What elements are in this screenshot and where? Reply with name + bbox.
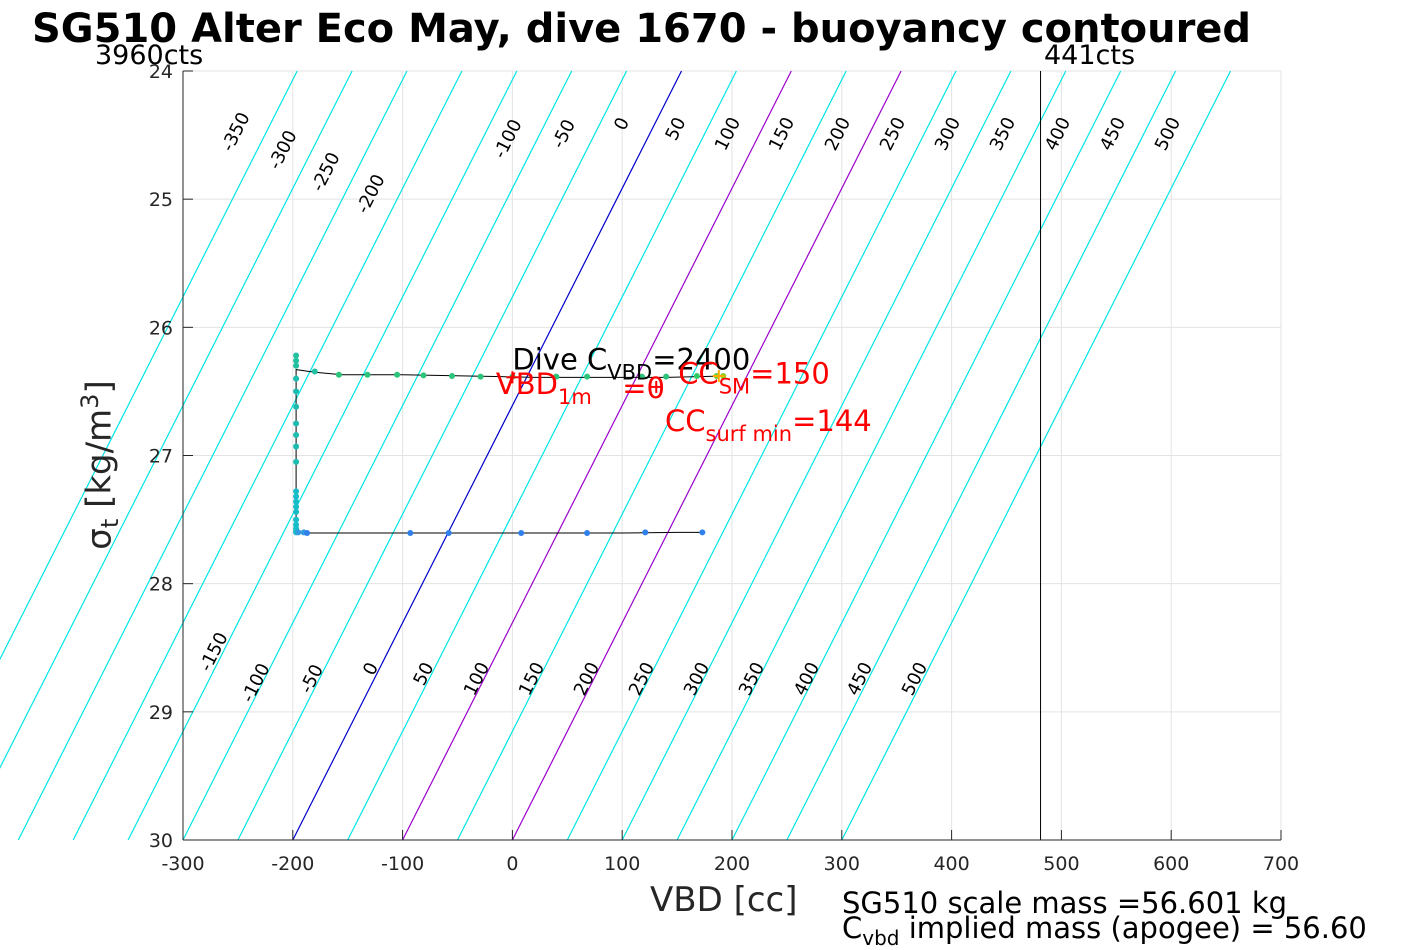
y-axis-label-symbol: σ — [79, 528, 120, 550]
contour-line — [17, 70, 408, 841]
y-tick-label: 30 — [149, 830, 173, 852]
y-tick-label: 29 — [149, 702, 173, 724]
y-axis-label-sup: 3 — [75, 393, 104, 409]
left-counts-label: 3960cts — [95, 40, 204, 71]
contour-line — [841, 70, 1232, 841]
data-point — [293, 516, 300, 523]
data-point — [293, 357, 300, 364]
profile-line — [295, 369, 725, 534]
data-point — [293, 508, 300, 515]
y-axis-label-unit: [kg/m — [79, 408, 120, 519]
annotation-cc-sm: CCSM=150 — [678, 357, 830, 399]
y-tick-label: 24 — [149, 61, 173, 83]
contour-line — [237, 70, 628, 841]
annotation-vbd-1m: VBD1m — [496, 367, 592, 409]
plus-marker — [650, 380, 663, 393]
contour-line — [621, 70, 1012, 841]
data-point — [293, 498, 300, 505]
x-axis-label: VBD [cc] — [650, 880, 798, 920]
contour-line — [0, 70, 298, 661]
implied-mass-sub: vbd — [862, 925, 900, 950]
data-point — [693, 373, 700, 380]
annotation-zero: =0 — [622, 371, 665, 405]
x-tick-label: 700 — [1263, 853, 1299, 875]
implied-mass-rest: implied mass (apogee) = 56.60 — [899, 911, 1367, 945]
data-point — [293, 388, 300, 395]
x-tick-label: 500 — [1043, 853, 1079, 875]
data-point — [293, 431, 300, 438]
right-counts-label: 441cts — [1044, 40, 1136, 71]
data-point — [293, 443, 300, 450]
implied-mass-prefix: C — [842, 911, 863, 945]
data-point — [449, 373, 456, 380]
contour-line — [292, 70, 683, 841]
x-tick-label: 200 — [714, 853, 750, 875]
contour-line — [347, 70, 737, 841]
contour-line — [676, 70, 1067, 841]
data-point — [477, 373, 484, 380]
data-point — [293, 493, 300, 500]
data-point — [364, 371, 371, 378]
x-tick-label: -200 — [271, 853, 314, 875]
data-point — [518, 530, 525, 537]
data-point — [304, 530, 311, 537]
data-point — [293, 420, 300, 427]
scale-mass-text: SG510 scale mass =56.601 kg — [842, 886, 1288, 920]
plus-marker — [712, 370, 725, 383]
contour-line — [0, 70, 353, 769]
y-tick-label: 26 — [149, 317, 173, 339]
data-point — [584, 373, 591, 380]
data-point — [699, 529, 706, 536]
x-tick-label: 0 — [506, 853, 518, 875]
data-point — [394, 371, 401, 378]
x-tick-label: 400 — [933, 853, 969, 875]
y-tick-label: 25 — [149, 189, 173, 211]
contour-line — [456, 70, 847, 841]
data-point — [295, 529, 302, 536]
contour-line — [731, 70, 1122, 841]
contour-line — [72, 70, 463, 841]
data-point — [584, 530, 591, 537]
data-point — [420, 372, 427, 379]
y-axis-label: σt [kg/m3] — [76, 380, 124, 549]
contour-line — [786, 70, 1177, 841]
y-axis-label-sub: t — [96, 518, 125, 529]
data-point — [293, 503, 300, 510]
data-point — [335, 371, 342, 378]
y-tick-label: 27 — [149, 446, 173, 468]
data-point — [293, 375, 300, 382]
data-point — [642, 529, 649, 536]
data-point — [445, 530, 452, 537]
data-point — [407, 530, 414, 537]
contour-line — [402, 70, 792, 841]
data-point — [663, 373, 670, 380]
data-point — [638, 373, 645, 380]
x-tick-label: 300 — [824, 853, 860, 875]
data-point — [553, 373, 560, 380]
contour-line — [511, 70, 902, 841]
x-tick-label: 600 — [1153, 853, 1189, 875]
data-point — [293, 403, 300, 410]
y-tick-label: 28 — [149, 574, 173, 596]
data-point — [293, 488, 300, 495]
y-axis-label-close: ] — [79, 380, 120, 394]
contour-line — [182, 70, 573, 841]
contour-line — [566, 70, 957, 841]
annotation-dive-c: Dive CVBD=2400 — [512, 343, 750, 385]
annotation-cc-surf-min: CCsurf min=144 — [665, 404, 872, 446]
data-point — [293, 458, 300, 465]
plus-marker — [506, 371, 519, 384]
implied-mass-text: Cvbd implied mass (apogee) = 56.60 — [842, 911, 1367, 950]
chart-title: SG510 Alter Eco May, dive 1670 - buoyanc… — [32, 6, 1252, 52]
x-tick-label: 100 — [604, 853, 640, 875]
data-point — [311, 368, 318, 375]
data-point — [293, 362, 300, 369]
x-tick-label: -100 — [381, 853, 424, 875]
data-point — [293, 352, 300, 359]
x-tick-label: -300 — [161, 853, 204, 875]
